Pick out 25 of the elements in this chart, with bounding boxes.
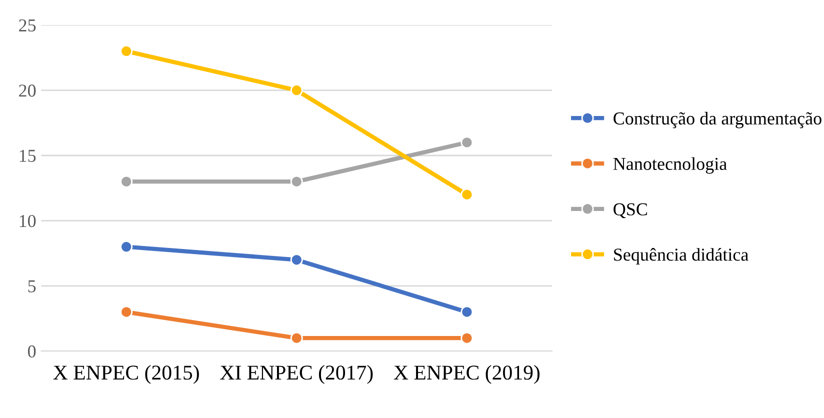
point (290, 254, 303, 266)
point (460, 136, 474, 149)
y-tick-label: 5 (28, 280, 36, 292)
y-tick-label: 20 (19, 84, 36, 97)
x-tick-label: X ENPEC (2019) (394, 365, 540, 384)
point (120, 306, 133, 318)
y-tick-label: 10 (20, 214, 36, 228)
point (460, 188, 474, 201)
point (290, 175, 303, 188)
legend-label: Construção da argumentação (614, 112, 822, 128)
legend-label: Nanotecnologia (613, 157, 727, 174)
legend-label: QSC (614, 203, 647, 218)
point (120, 240, 133, 254)
legend-label: Sequência didática (614, 248, 748, 264)
point (120, 175, 133, 188)
y-tick-label: 0 (28, 345, 36, 358)
point (120, 44, 133, 58)
point (290, 84, 303, 97)
y-tick-label: 15 (20, 150, 36, 162)
point (460, 306, 474, 318)
point (290, 332, 303, 344)
y-tick-label: 25 (19, 19, 36, 32)
x-tick-label: XI ENPEC (2017) (220, 365, 373, 384)
x-tick-label: X ENPEC (2015) (53, 365, 199, 384)
point (460, 332, 474, 344)
